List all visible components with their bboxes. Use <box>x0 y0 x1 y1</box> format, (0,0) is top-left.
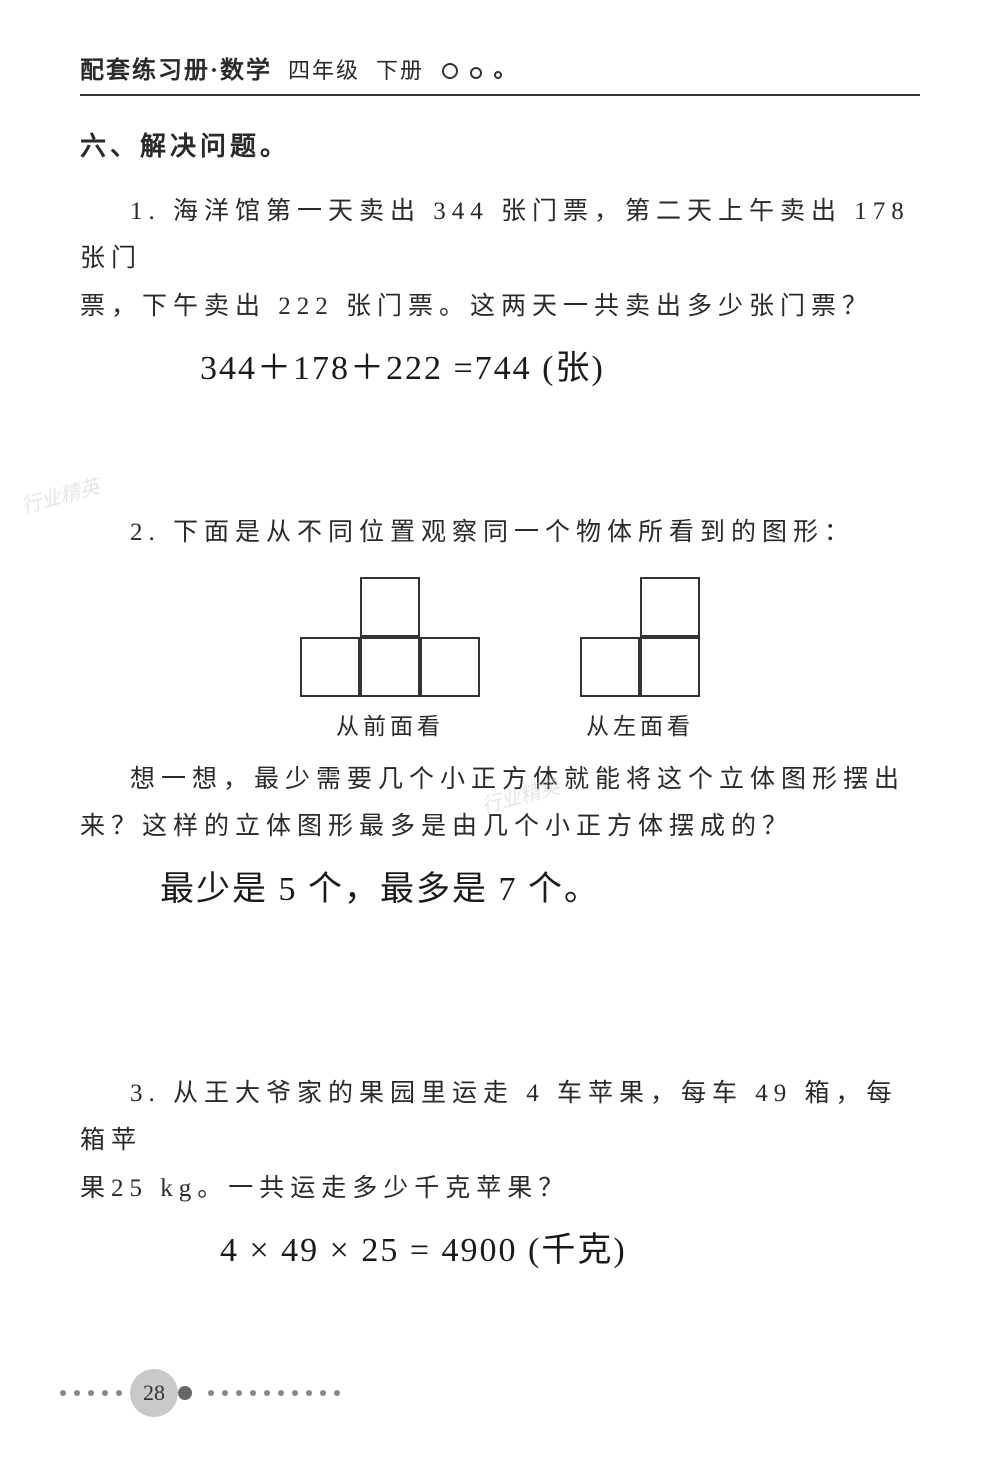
dot-icon <box>88 1390 94 1396</box>
square <box>420 637 480 697</box>
handwritten-answer: 4 × 49 × 25 = 4900 (千克) <box>220 1222 920 1271</box>
front-view-shape <box>300 577 480 697</box>
page-footer: 28 <box>60 1369 340 1417</box>
dot-icon <box>292 1390 298 1396</box>
dot-icon <box>334 1390 340 1396</box>
section-title: 六、解决问题。 <box>80 126 920 163</box>
page-number: 28 <box>143 1380 165 1406</box>
dot-icon <box>74 1390 80 1396</box>
circle-icon <box>442 63 458 79</box>
handwritten-answer: 最少是 5 个，最多是 7 个。 <box>160 861 920 910</box>
dot-icon <box>208 1390 214 1396</box>
header-volume: 下册 <box>376 58 424 83</box>
square <box>640 577 700 637</box>
square <box>300 637 360 697</box>
left-view-group: 从左面看 <box>580 577 700 741</box>
circle-icon <box>494 71 502 79</box>
decorative-dots <box>208 1390 340 1396</box>
square <box>360 577 420 637</box>
dot-icon <box>178 1386 192 1400</box>
dot-icon <box>102 1390 108 1396</box>
diagram-label: 从前面看 <box>300 707 480 741</box>
diagram-area: 从前面看 从左面看 <box>80 577 920 741</box>
problem-1: 1. 海洋馆第一天卖出 344 张门票，第二天上午卖出 178 张门 票，下午卖… <box>80 188 920 390</box>
dot-icon <box>320 1390 326 1396</box>
dot-icon <box>60 1390 66 1396</box>
dot-icon <box>116 1390 122 1396</box>
page-container: 配套练习册·数学 四年级 下册 六、解决问题。 1. 海洋馆第一天卖出 344 … <box>0 0 1000 1457</box>
problem-text: 2. 下面是从不同位置观察同一个物体所看到的图形： <box>80 509 920 557</box>
dot-icon <box>264 1390 270 1396</box>
circle-icon <box>470 67 482 79</box>
problem-text: 票，下午卖出 222 张门票。这两天一共卖出多少张门票？ <box>80 283 920 331</box>
page-number-badge: 28 <box>130 1369 178 1417</box>
decorative-circles <box>442 59 506 86</box>
square <box>580 637 640 697</box>
dot-icon <box>306 1390 312 1396</box>
page-header: 配套练习册·数学 四年级 下册 <box>80 50 920 96</box>
problem-3: 3. 从王大爷家的果园里运走 4 车苹果，每车 49 箱，每箱苹 果25 kg。… <box>80 1070 920 1272</box>
header-title: 配套练习册·数学 <box>80 58 272 84</box>
section-heading: 解决问题。 <box>140 132 290 161</box>
left-view-shape <box>580 577 700 697</box>
problem-text: 1. 海洋馆第一天卖出 344 张门票，第二天上午卖出 178 张门 <box>80 188 920 283</box>
handwritten-answer: 344＋178＋222 =744 (张) <box>200 340 920 389</box>
dot-icon <box>250 1390 256 1396</box>
problem-text: 3. 从王大爷家的果园里运走 4 车苹果，每车 49 箱，每箱苹 <box>80 1070 920 1165</box>
header-grade: 四年级 <box>288 58 360 83</box>
dot-icon <box>278 1390 284 1396</box>
diagram-label: 从左面看 <box>580 707 700 741</box>
dot-icon <box>236 1390 242 1396</box>
square <box>360 637 420 697</box>
problem-text: 果25 kg。一共运走多少千克苹果？ <box>80 1165 920 1213</box>
front-view-group: 从前面看 <box>300 577 480 741</box>
dot-icon <box>222 1390 228 1396</box>
square <box>640 637 700 697</box>
section-number: 六、 <box>80 132 140 161</box>
problem-2: 2. 下面是从不同位置观察同一个物体所看到的图形： 从前面看 从左面看 <box>80 509 920 910</box>
decorative-dots <box>60 1390 122 1396</box>
